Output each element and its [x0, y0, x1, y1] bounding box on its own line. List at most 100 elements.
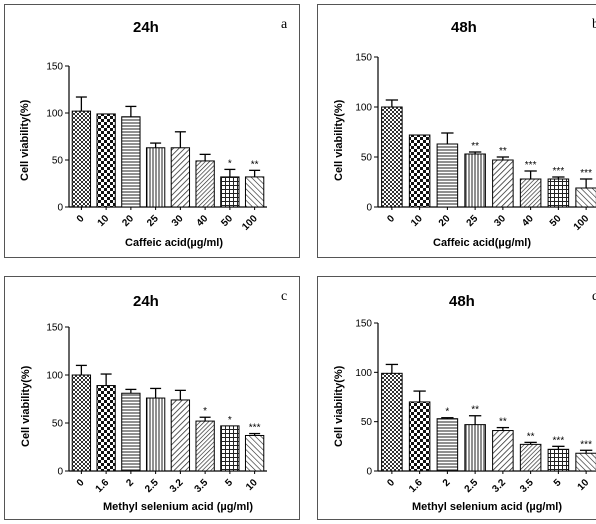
x-axis-label-d: Methyl selenium acid (µg/ml): [412, 501, 562, 513]
x-tick-label: 50: [219, 213, 235, 229]
bar: [492, 159, 514, 208]
x-tick-label: 2.5: [463, 477, 481, 495]
x-tick-label: 20: [120, 213, 136, 229]
chart-title-c: 24h: [133, 293, 159, 310]
chart-panel-d: 0 50 100 150 0 1.6 * 2 ** 2.5 ** 3.2 ** 3.5 *** 5 *** 10 …: [317, 276, 596, 520]
bar: [436, 143, 459, 208]
bar: [220, 425, 240, 472]
y-tick-label: 50: [361, 153, 373, 164]
y-tick-label: 150: [355, 53, 372, 64]
x-tick-label: 2.5: [143, 477, 161, 495]
bar: [121, 392, 141, 472]
chart-svg-d: 0 50 100 150 0 1.6 * 2 ** 2.5 ** 3.2 ** 3.5 *** 5 *** 10: [355, 319, 596, 495]
y-tick-label: 100: [355, 103, 372, 114]
x-tick-label: 5: [223, 477, 235, 489]
y-tick-label: 0: [366, 203, 372, 214]
bar: [436, 418, 459, 472]
x-tick-label: 30: [492, 213, 508, 229]
x-tick-label: 2: [124, 477, 136, 489]
chart-svg-a: 0 50 100 150 0 10 20 25 30 40 * 50 ** 100: [46, 62, 267, 233]
bar: [519, 443, 542, 472]
x-tick-label: 50: [548, 213, 564, 229]
bar: [492, 430, 514, 472]
bar: [547, 448, 570, 472]
x-axis-label-a: Caffeic acid(µg/ml): [125, 237, 224, 249]
x-tick-label: 1.6: [407, 477, 425, 495]
bar: [547, 178, 570, 208]
x-tick-label: 40: [520, 213, 536, 229]
x-axis-label-c: Methyl selenium acid (µg/ml): [103, 501, 253, 513]
bar: [464, 424, 486, 472]
significance-label: **: [499, 417, 507, 428]
chart-panel-a: 0 50 100 150 0 10 20 25 30 40 * 50 ** 100 24h a Cell …: [4, 4, 300, 258]
bar: [408, 134, 431, 208]
significance-label: ***: [553, 166, 565, 177]
bar: [195, 160, 215, 208]
bar: [408, 401, 431, 472]
significance-label: *: [445, 407, 449, 418]
y-tick-label: 0: [57, 467, 63, 478]
bar: [464, 153, 486, 208]
chart-panel-b: 0 50 100 150 0 10 20 ** 25 ** 30 *** 40 *** 50 *** 100 4…: [317, 4, 596, 258]
significance-label: **: [527, 431, 535, 442]
significance-label: **: [499, 146, 507, 157]
chart-svg-c: 0 50 100 150 0 1.6 2 2.5 3.2 * 3.5 * 5 *** 10: [46, 323, 267, 495]
bar: [71, 374, 92, 472]
x-tick-label: 40: [195, 213, 211, 229]
y-axis-label-b: Cell viability(%): [333, 99, 345, 181]
significance-label: **: [471, 405, 479, 416]
chart-title-d: 48h: [449, 293, 475, 310]
bar: [96, 113, 116, 208]
y-tick-label: 150: [46, 323, 63, 334]
x-tick-label: 3.5: [518, 477, 536, 495]
significance-label: ***: [580, 439, 592, 450]
x-tick-label: 100: [572, 213, 592, 233]
x-tick-label: 25: [465, 213, 481, 229]
y-tick-label: 50: [52, 419, 64, 430]
bar: [96, 385, 116, 472]
x-tick-label: 5: [552, 477, 564, 489]
bar: [220, 176, 240, 208]
bar: [71, 110, 92, 208]
x-tick-label: 10: [244, 477, 260, 493]
bar: [145, 147, 166, 208]
y-tick-label: 100: [355, 368, 372, 379]
x-tick-label: 10: [409, 213, 425, 229]
chart-svg-b: 0 50 100 150 0 10 20 ** 25 ** 30 *** 40 *** 50 *** 100: [355, 53, 596, 233]
x-tick-label: 1.6: [94, 477, 112, 495]
y-tick-label: 100: [46, 371, 63, 382]
y-tick-label: 0: [366, 467, 372, 478]
bar: [145, 397, 166, 472]
y-axis-label-d: Cell viability(%): [333, 365, 345, 447]
bar: [195, 420, 215, 472]
bar: [170, 147, 191, 208]
x-axis-label-b: Caffeic acid(µg/ml): [433, 237, 532, 249]
y-tick-label: 150: [355, 319, 372, 330]
bar: [381, 106, 403, 208]
significance-label: ***: [580, 168, 592, 179]
significance-label: **: [251, 159, 259, 170]
chart-title-a: 24h: [133, 19, 159, 36]
y-tick-label: 50: [361, 417, 373, 428]
y-tick-label: 100: [46, 109, 63, 120]
significance-label: *: [228, 158, 232, 169]
x-tick-label: 2: [441, 477, 453, 489]
x-tick-label: 30: [170, 213, 186, 229]
bar: [244, 434, 265, 472]
x-tick-label: 3.2: [168, 477, 186, 495]
x-tick-label: 0: [385, 213, 397, 225]
bar: [381, 372, 403, 472]
x-tick-label: 100: [240, 213, 260, 233]
x-tick-label: 0: [385, 477, 397, 489]
panel-letter-b: b: [592, 17, 596, 32]
bar: [519, 178, 542, 208]
x-tick-label: 25: [145, 213, 161, 229]
bar: [170, 399, 191, 472]
y-tick-label: 150: [46, 62, 63, 73]
y-axis-label-c: Cell viability(%): [20, 365, 32, 447]
panel-letter-d: d: [592, 289, 596, 304]
panel-letter-a: a: [281, 17, 288, 32]
significance-label: ***: [249, 423, 261, 434]
panel-letter-c: c: [281, 289, 288, 304]
significance-label: ***: [553, 435, 565, 446]
